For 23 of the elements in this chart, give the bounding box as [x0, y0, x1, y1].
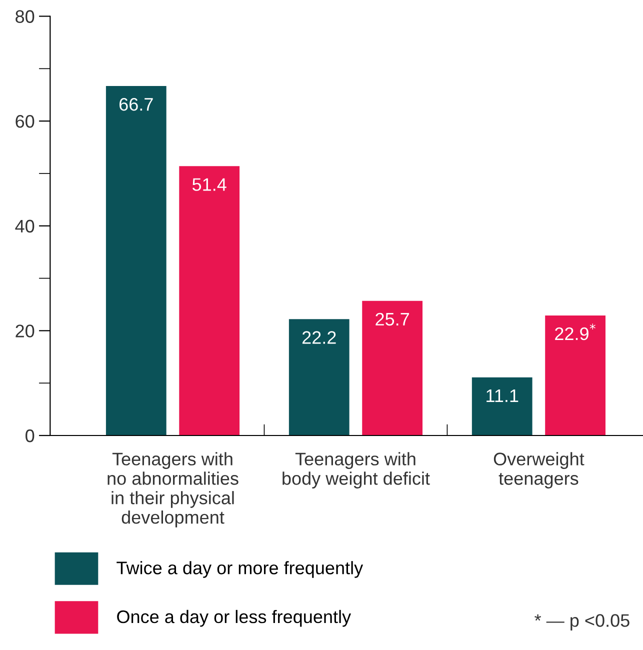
- y-tick-label: 80: [16, 10, 34, 23]
- bar: [362, 300, 423, 436]
- bar: [106, 86, 166, 436]
- x-tick-label: Teenagers with body weight deficit: [282, 452, 430, 488]
- bar: [545, 315, 606, 436]
- data-label: 25.7: [376, 312, 409, 326]
- data-label: 22.9$^{*}$: [555, 324, 596, 340]
- x-tick-label: Overweight teenagers: [494, 452, 584, 488]
- text: * — p <0.05: [534, 614, 630, 630]
- legend-label: Once a day or less frequently: [117, 610, 352, 627]
- y-tick-label: 0: [26, 429, 34, 442]
- y-tick-label: 40: [15, 220, 34, 233]
- bar: [472, 377, 532, 436]
- data-label: 66.7: [120, 98, 153, 111]
- data-label: 22.2: [302, 331, 336, 344]
- data-label: 11.1: [486, 390, 518, 402]
- legend-label: Twice a day or more frequently: [116, 561, 364, 578]
- y-tick-label: 60: [16, 114, 34, 128]
- x-tick-label: Teenagers with no abnormalities in their physical development: [108, 452, 238, 528]
- bar: [288, 319, 350, 436]
- y-tick-label: 20: [16, 324, 34, 338]
- data-label: 51.4: [192, 178, 226, 191]
- bar: [179, 166, 240, 436]
